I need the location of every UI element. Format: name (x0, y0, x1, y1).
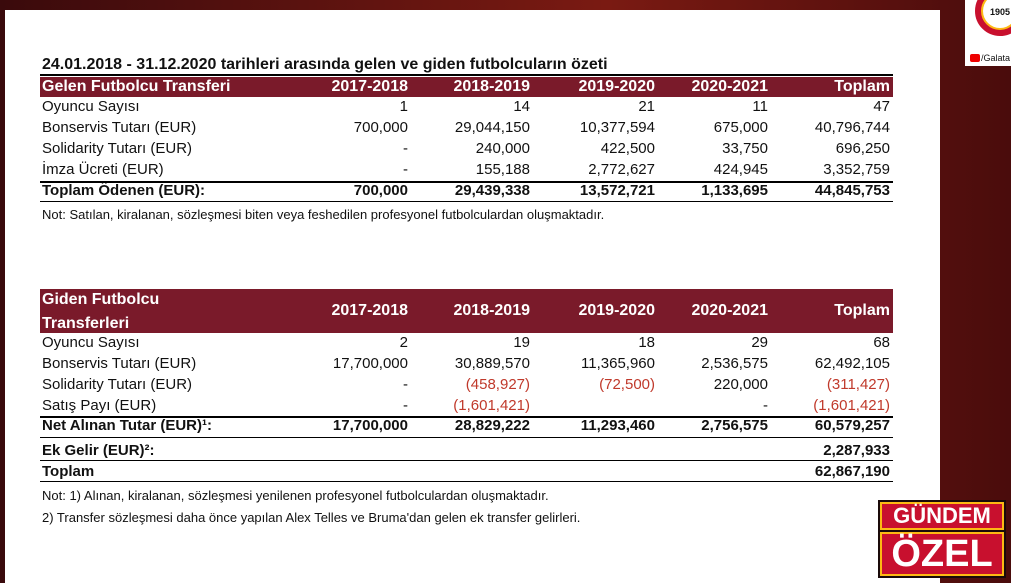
header-cell: 2020-2021 (691, 302, 768, 319)
cell: - (403, 397, 408, 414)
header-bar (40, 289, 893, 333)
cell: (1,601,421) (813, 397, 890, 414)
cell: 240,000 (475, 140, 530, 157)
cell: 2,772,627 (588, 161, 655, 178)
cell: 28,829,222 (454, 417, 530, 434)
cell: 11 (752, 98, 768, 115)
table-title: 24.01.2018 - 31.12.2020 tarihleri arasın… (42, 56, 608, 73)
cell: 14 (513, 98, 530, 115)
header-cell: Toplam (834, 78, 890, 95)
cell: (1,601,421) (453, 397, 530, 414)
row-label: Bonservis Tutarı (EUR) (42, 119, 197, 136)
cell: 17,700,000 (332, 355, 408, 372)
note: Not: Satılan, kiralanan, sözleşmesi bite… (42, 207, 605, 222)
cell: 1 (399, 98, 408, 115)
cell: 21 (638, 98, 655, 115)
row-label: Bonservis Tutarı (EUR) (42, 355, 197, 372)
row-label: İmza Ücreti (EUR) (42, 161, 164, 178)
cell: 13,572,721 (579, 182, 655, 199)
cell: 62,492,105 (814, 355, 890, 372)
rule (40, 481, 893, 482)
note: 2) Transfer sözleşmesi daha önce yapılan… (42, 510, 581, 525)
row-label: Solidarity Tutarı (EUR) (42, 140, 193, 157)
cell: 422,500 (600, 140, 655, 157)
cell: - (763, 397, 768, 414)
header-cell: Toplam (834, 302, 890, 319)
cell: 2,536,575 (701, 355, 768, 372)
cell: 675,000 (713, 119, 768, 136)
rule-thick (40, 416, 893, 418)
cell: 11,365,960 (581, 355, 655, 372)
row-label: Satış Payı (EUR) (42, 397, 157, 414)
cell: 18 (638, 334, 655, 351)
cell: 30,889,570 (454, 355, 530, 372)
header-cell: 2019-2020 (578, 302, 655, 319)
row-label: Toplam (42, 463, 95, 480)
cell: 2 (399, 334, 408, 351)
rule (40, 201, 893, 202)
badge-line2: ÖZEL (880, 532, 1004, 576)
row-label: Solidarity Tutarı (EUR) (42, 376, 193, 393)
cell: (458,927) (465, 376, 530, 393)
logo-inner (983, 0, 1011, 28)
channel-name: /Galata (981, 53, 1011, 63)
row-label: Ek Gelir (EUR)²: (42, 442, 155, 459)
row-label: Oyuncu Sayısı (42, 98, 140, 115)
logo-year: 1905 (990, 7, 1011, 17)
play-icon (970, 54, 980, 62)
cell: 17,700,000 (332, 417, 408, 434)
cell: - (403, 376, 408, 393)
header-cell: 2017-2018 (331, 302, 408, 319)
cell: 29 (751, 334, 768, 351)
cell: 700,000 (353, 119, 408, 136)
cell: 696,250 (835, 140, 890, 157)
cell: 62,867,190 (814, 463, 890, 480)
rule (40, 460, 893, 461)
cell: 29,044,150 (454, 119, 530, 136)
cell: 2,756,575 (701, 417, 768, 434)
cell: 68 (873, 334, 890, 351)
cell: 60,579,257 (814, 417, 890, 434)
title-rule (40, 74, 893, 76)
cell: (72,500) (599, 376, 655, 393)
header-cell: 2018-2019 (453, 78, 530, 95)
cell: 700,000 (353, 182, 408, 199)
cell: 424,945 (713, 161, 768, 178)
cell: 47 (873, 98, 890, 115)
header-cell: 2017-2018 (331, 78, 408, 95)
channel-tag: /Galata (965, 50, 1011, 66)
badge: GÜNDEM ÖZEL (878, 500, 1006, 578)
header-label: Gelen Futbolcu Transferi (42, 78, 231, 95)
header-bar (40, 77, 893, 97)
cell: 33,750 (722, 140, 768, 157)
cell: 2,287,933 (823, 442, 890, 459)
cell: 44,845,753 (814, 182, 890, 199)
header-cell: 2019-2020 (578, 78, 655, 95)
cell: 19 (513, 334, 530, 351)
header-cell: 2020-2021 (691, 78, 768, 95)
badge-line1: GÜNDEM (880, 502, 1004, 530)
cell: (311,427) (826, 376, 890, 393)
cell: 1,133,695 (701, 182, 768, 199)
cell: 220,000 (713, 376, 768, 393)
row-label: Toplam Ödenen (EUR): (42, 182, 206, 199)
cell: 11,293,460 (580, 417, 655, 434)
rule-thick (40, 181, 893, 183)
cell: 40,796,744 (814, 119, 890, 136)
rule (40, 437, 893, 438)
row-label: Net Alınan Tutar (EUR)¹: (42, 417, 212, 434)
cell: 10,377,594 (579, 119, 655, 136)
cell: - (403, 140, 408, 157)
cell: 3,352,759 (823, 161, 890, 178)
header-label: Giden Futbolcu Transferleri (42, 291, 160, 332)
row-label: Oyuncu Sayısı (42, 334, 140, 351)
cell: - (403, 161, 408, 178)
logo: 1905 (965, 0, 1011, 50)
note: Not: 1) Alınan, kiralanan, sözleşmesi ye… (42, 488, 549, 503)
header-cell: 2018-2019 (453, 302, 530, 319)
cell: 155,188 (475, 161, 530, 178)
cell: 29,439,338 (454, 182, 530, 199)
